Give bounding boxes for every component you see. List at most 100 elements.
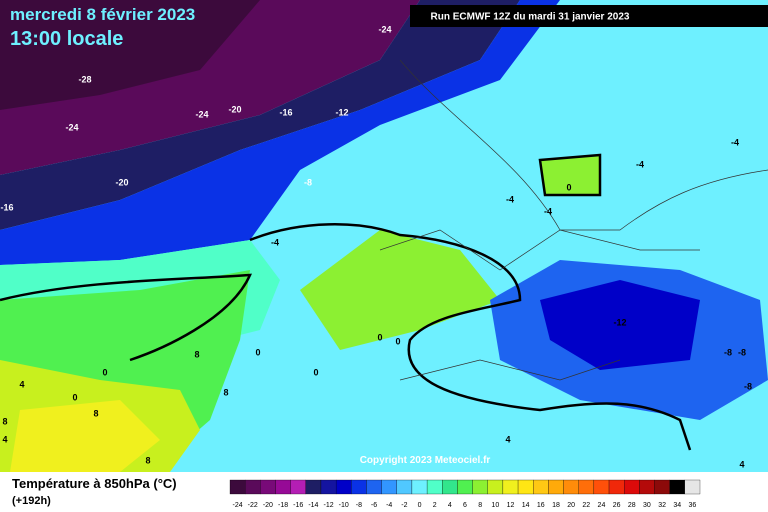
scale-label: 16	[537, 502, 545, 509]
scale-label: 26	[613, 502, 621, 509]
cold-core	[540, 280, 700, 370]
scale-label: 0	[418, 502, 422, 509]
scale-swatch	[487, 479, 504, 495]
contour-label: -20	[115, 177, 128, 187]
date: mercredi 8 février 2023	[10, 5, 195, 24]
color-scale: -24 -22 -20 -18 -16 -14 -12 -10 -8 -6 -4 -2 0 2 4 6 8 10 1…	[229, 479, 701, 509]
scale-swatch	[290, 479, 306, 495]
contour-label: 4	[19, 379, 24, 389]
scale-swatch	[305, 479, 322, 495]
legend-title: Température à 850hPa (°C)	[12, 476, 177, 491]
scale-swatch	[426, 479, 443, 495]
scale-swatch	[381, 479, 397, 495]
contour-label: 8	[194, 349, 199, 359]
scale-label: -12	[323, 502, 333, 509]
contour-label: -24	[378, 24, 391, 34]
contour-label: 8	[93, 408, 98, 418]
contour-label: -4	[636, 159, 644, 169]
warmest-air	[10, 400, 160, 472]
contour-label: -4	[731, 137, 739, 147]
contour-label: 0	[377, 332, 382, 342]
scale-label: 20	[567, 502, 575, 509]
scale-label: 18	[552, 502, 560, 509]
scale-label: 32	[658, 502, 666, 509]
scale-swatch	[578, 479, 595, 495]
scale-label: -4	[386, 502, 392, 509]
scale-swatch	[563, 479, 579, 495]
zero-isotherm	[0, 223, 692, 451]
contour-label: 0	[313, 367, 318, 377]
scale-label: 24	[598, 502, 606, 509]
scale-swatch	[624, 479, 640, 495]
contour-label: -24	[195, 109, 208, 119]
scale-label: -2	[401, 502, 407, 509]
scale-swatch	[351, 479, 367, 495]
green-region	[300, 230, 500, 350]
contour-label: 4	[505, 434, 510, 444]
scale-swatch	[548, 479, 564, 495]
contour-label: -4	[544, 206, 552, 216]
blue-band-2	[0, 0, 560, 265]
contour-label: 8	[223, 387, 228, 397]
scale-swatch	[669, 479, 685, 495]
scale-swatch	[275, 479, 291, 495]
scale-label: -8	[356, 502, 362, 509]
scale-swatch	[608, 479, 625, 495]
contour-label: 0	[566, 182, 571, 192]
coldest-air	[0, 0, 260, 110]
scale-swatch	[245, 479, 261, 495]
contour-label: -12	[613, 317, 626, 327]
legend-lead: (+192h)	[12, 495, 51, 507]
scale-label: 10	[491, 502, 499, 509]
contour-label: 4	[2, 434, 7, 444]
contour-label: -12	[335, 107, 348, 117]
scale-label: 30	[643, 502, 651, 509]
copyright: Copyright 2023 Meteociel.fr	[360, 455, 491, 466]
scale-label: -24	[233, 502, 243, 509]
contour-label: -16	[0, 202, 13, 212]
borders	[379, 229, 700, 381]
contour-label: 0	[102, 367, 107, 377]
scale-swatch	[229, 479, 246, 495]
contour-label: 0	[72, 392, 77, 402]
scale-label: 6	[463, 502, 467, 509]
time: 13:00 locale	[10, 28, 123, 50]
contour-label: -20	[228, 104, 241, 114]
run: Run ECMWF 12Z du mardi 31 janvier 2023	[431, 12, 630, 23]
sweden-zero	[538, 153, 602, 197]
scale-label: 34	[673, 502, 681, 509]
contour-label: -16	[279, 107, 292, 117]
scale-label: 22	[582, 502, 590, 509]
contour-label: -8	[304, 177, 312, 187]
scale-swatch	[654, 479, 670, 495]
contour-label: -4	[271, 237, 279, 247]
scale-label: 12	[507, 502, 515, 509]
contour-label: -4	[506, 194, 514, 204]
scale-swatch	[684, 479, 701, 495]
scale-label: -18	[278, 502, 288, 509]
scale-swatch	[502, 479, 519, 495]
scale-label: 28	[628, 502, 636, 509]
scale-label: 2	[433, 502, 437, 509]
scale-label: -22	[248, 502, 258, 509]
contour-label: 0	[395, 336, 400, 346]
scale-swatch	[533, 479, 549, 495]
contour-label: 8	[145, 455, 150, 465]
scale-swatch	[366, 479, 382, 495]
scale-swatch	[396, 479, 413, 495]
scale-label: 36	[689, 502, 697, 509]
scale-label: -16	[293, 502, 303, 509]
scale-swatch	[335, 479, 352, 495]
scale-label: -14	[308, 502, 318, 509]
contour-label: -8	[738, 347, 746, 357]
run-box	[410, 5, 768, 27]
scale-swatch	[457, 479, 473, 495]
contour-label: 4	[739, 459, 744, 469]
contour-label: -24	[65, 122, 78, 132]
scale-swatch	[472, 479, 488, 495]
contour-label: -8	[744, 381, 752, 391]
scale-swatch	[517, 479, 534, 495]
scale-swatch	[593, 479, 610, 495]
scale-swatch	[639, 479, 655, 495]
